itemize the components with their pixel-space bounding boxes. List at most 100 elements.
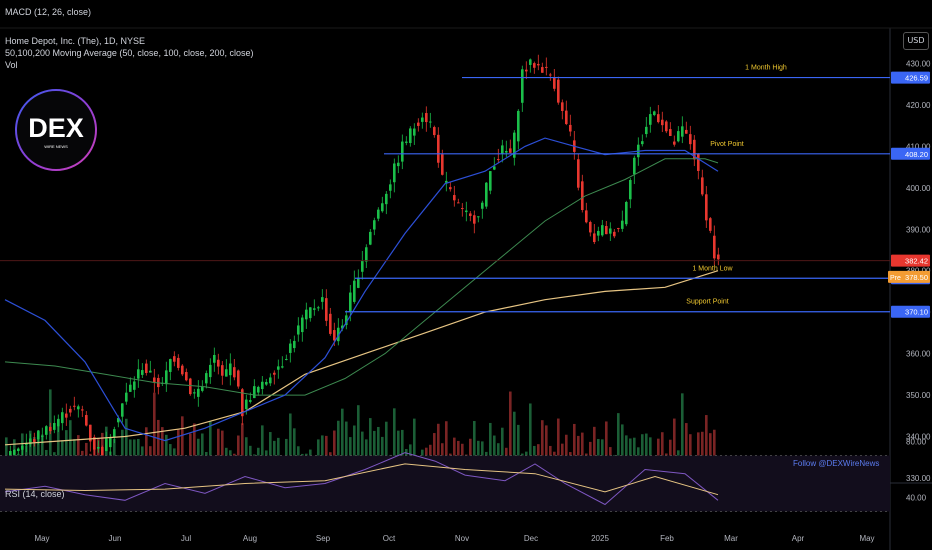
volume-bar (353, 425, 356, 477)
volume-bar (121, 429, 124, 477)
candle (677, 131, 680, 142)
volume-bar (661, 432, 664, 477)
volume-bar (393, 408, 396, 477)
candle (169, 359, 172, 372)
candle (665, 121, 668, 132)
candle (593, 233, 596, 243)
candle (601, 225, 604, 236)
volume-bar (509, 391, 512, 477)
rsi-ma-line (4, 463, 719, 496)
candle (565, 110, 568, 125)
candle (149, 370, 152, 373)
candle (253, 386, 256, 399)
candle (25, 442, 28, 446)
y-tick-label: 340.00 (906, 433, 931, 442)
volume-bar (181, 416, 184, 477)
rsi-label[interactable]: RSI (14, close) (5, 489, 65, 499)
candle (481, 202, 484, 209)
candle (421, 117, 424, 122)
candle (657, 114, 660, 123)
candle (369, 231, 372, 245)
candle (277, 366, 280, 370)
pre-market-tag (888, 270, 930, 283)
candle (41, 435, 44, 437)
volume-bar (501, 427, 504, 477)
candle (621, 220, 624, 229)
currency-button[interactable]: USD (903, 32, 929, 50)
candle (141, 370, 144, 375)
volume-label[interactable]: Vol (5, 60, 18, 70)
candle (213, 354, 216, 363)
level-price-tag (891, 71, 930, 84)
volume-bar (593, 426, 596, 477)
candle (153, 377, 156, 383)
candle (629, 180, 632, 200)
volume-bar (201, 433, 204, 477)
candle (645, 126, 648, 135)
candle (709, 218, 712, 231)
candle (521, 69, 524, 103)
x-tick-label: Jun (109, 534, 122, 543)
volume-bar (621, 424, 624, 477)
candle (237, 370, 240, 387)
candle (537, 63, 540, 66)
candle (417, 122, 420, 126)
candle (689, 134, 692, 145)
candle (101, 446, 104, 459)
volume-bar (581, 432, 584, 477)
candle (69, 408, 72, 413)
candle (321, 297, 324, 302)
volume-bar (377, 426, 380, 477)
macd-indicator-label[interactable]: MACD (12, 26, close) (5, 7, 92, 17)
candle (485, 182, 488, 207)
candle (37, 431, 40, 440)
candle (445, 180, 448, 183)
candle (705, 194, 708, 221)
candle (385, 193, 388, 205)
candle (585, 210, 588, 223)
candle (401, 141, 404, 162)
candle (297, 325, 300, 335)
candle (117, 418, 120, 423)
candle (177, 357, 180, 368)
candle (425, 113, 428, 123)
candle (269, 377, 272, 384)
volume-bar (673, 418, 676, 477)
volume-bar (209, 421, 212, 477)
candle (265, 381, 268, 385)
candle (97, 446, 100, 449)
volume-bar (605, 421, 608, 477)
candle (121, 403, 124, 417)
candle (509, 148, 512, 153)
volume-bar (517, 424, 520, 477)
candle (13, 449, 16, 455)
volume-bar (269, 432, 272, 477)
y-tick-label: 400.00 (906, 184, 931, 193)
moving-average-label[interactable]: 50,100,200 Moving Average (50, close, 10… (5, 48, 254, 58)
volume-bar (333, 430, 336, 477)
candle (201, 386, 204, 391)
candle (233, 367, 236, 378)
volume-bar (125, 418, 128, 477)
x-tick-label: Feb (660, 534, 674, 543)
candle (529, 59, 532, 65)
candle (133, 381, 136, 390)
candle (181, 365, 184, 375)
candle (329, 313, 332, 334)
volume-bar (69, 420, 72, 477)
volume-bar (373, 430, 376, 477)
candle (717, 254, 720, 260)
volume-bar (341, 408, 344, 477)
candle (245, 399, 248, 410)
x-tick-label: Jul (181, 534, 191, 543)
candle (209, 364, 212, 378)
candle (597, 230, 600, 236)
y-tick-label: 430.00 (906, 59, 931, 68)
candle (257, 386, 260, 393)
volume-bar (193, 423, 196, 477)
volume-bar (337, 420, 340, 477)
volume-bar (513, 411, 516, 477)
candle (513, 132, 516, 158)
candle (21, 445, 24, 450)
